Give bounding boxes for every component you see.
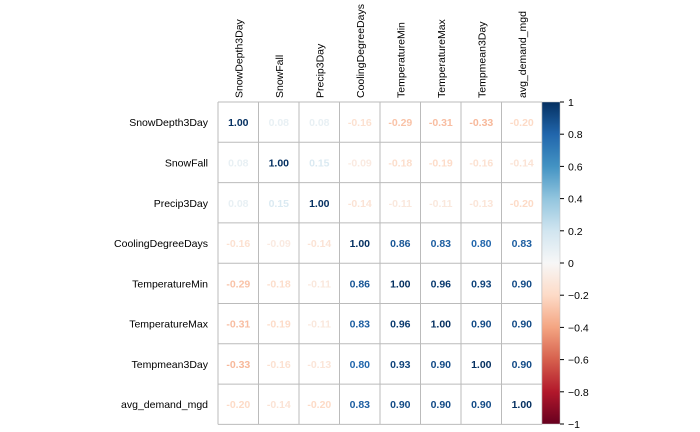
colorbar-tick-label: −0.6 [568, 355, 589, 367]
colorbar-gradient [541, 101, 561, 425]
cell-value-7-5: 0.90 [431, 399, 452, 411]
cell-value-6-1: -0.16 [267, 359, 291, 371]
colorbar-tick-label: 0.2 [568, 226, 583, 238]
column-label: TemperatureMin [395, 22, 407, 98]
cell-value-3-1: -0.09 [267, 238, 291, 250]
cell-value-2-0: 0.08 [228, 198, 249, 210]
cell-value-1-5: -0.19 [429, 158, 453, 170]
cell-value-3-6: 0.80 [471, 238, 492, 250]
cell-value-2-3: -0.14 [348, 198, 372, 210]
cell-value-1-1: 1.00 [269, 158, 290, 170]
colorbar-tick-label: −1 [568, 419, 580, 431]
cell-value-6-2: -0.13 [307, 359, 331, 371]
cell-value-0-4: -0.29 [388, 117, 412, 129]
cell-value-1-7: -0.14 [510, 158, 534, 170]
cell-value-7-6: 0.90 [471, 399, 492, 411]
column-label: Tempmean3Day [476, 21, 488, 98]
cell-value-2-2: 1.00 [309, 198, 330, 210]
colorbar-tick-label: 0.8 [568, 129, 583, 141]
colorbar-tick-label: −0.4 [568, 322, 589, 334]
cell-value-1-2: 0.15 [309, 158, 330, 170]
matrix-grid [217, 101, 543, 425]
colorbar-tick-label: −0.8 [568, 387, 589, 399]
row-label: CoolingDegreeDays [114, 238, 208, 250]
row-label: TemperatureMin [132, 278, 208, 290]
cell-value-4-7: 0.90 [512, 278, 533, 290]
cell-value-3-5: 0.83 [431, 238, 452, 250]
row-label: Tempmean3Day [132, 359, 209, 371]
cell-value-7-1: -0.14 [267, 399, 291, 411]
cell-value-5-3: 0.83 [350, 319, 371, 331]
row-labels: SnowDepth3Day SnowFall Precip3Day CoolingDe… [114, 117, 209, 411]
cell-value-2-7: -0.20 [510, 198, 534, 210]
cell-value-1-3: -0.09 [348, 158, 372, 170]
row-label: SnowFall [165, 158, 208, 170]
cell-value-7-0: -0.20 [226, 399, 250, 411]
cell-value-5-6: 0.90 [471, 319, 492, 331]
cell-value-0-3: -0.16 [348, 117, 372, 129]
cell-value-6-3: 0.80 [350, 359, 371, 371]
cell-value-5-5: 1.00 [431, 319, 452, 331]
cell-value-1-0: 0.08 [228, 158, 249, 170]
cell-value-5-4: 0.96 [390, 319, 411, 331]
cell-value-7-4: 0.90 [390, 399, 411, 411]
cell-value-6-6: 1.00 [471, 359, 492, 371]
cell-value-3-0: -0.16 [226, 238, 250, 250]
cell-value-4-2: -0.11 [308, 278, 332, 290]
cell-value-0-6: -0.33 [469, 117, 493, 129]
cell-value-0-0: 1.00 [228, 117, 249, 129]
cell-value-7-2: -0.20 [307, 399, 331, 411]
column-label: SnowDepth3Day [233, 18, 245, 98]
cell-value-0-2: 0.08 [309, 117, 330, 129]
cell-value-3-4: 0.86 [390, 238, 411, 250]
cell-value-6-0: -0.33 [226, 359, 250, 371]
row-label: Precip3Day [154, 198, 209, 210]
colorbar-tick-label: 0.4 [568, 194, 583, 206]
cell-value-6-4: 0.93 [390, 359, 411, 371]
colorbar-tick-label: 0.6 [568, 161, 583, 173]
cell-value-3-7: 0.83 [512, 238, 533, 250]
cell-value-2-4: -0.11 [389, 198, 413, 210]
cell-value-7-7: 1.00 [512, 399, 533, 411]
cell-value-2-5: -0.11 [429, 198, 453, 210]
cell-value-4-4: 1.00 [390, 278, 411, 290]
colorbar-tick-label: 0 [568, 258, 574, 270]
cell-value-0-7: -0.20 [510, 117, 534, 129]
column-label: SnowFall [274, 55, 286, 98]
column-label: TemperatureMax [436, 18, 448, 98]
colorbar-tick-label: −0.2 [568, 290, 589, 302]
cell-value-4-6: 0.93 [471, 278, 492, 290]
cell-value-5-7: 0.90 [512, 319, 533, 331]
cell-value-7-3: 0.83 [350, 399, 371, 411]
cell-value-6-7: 0.90 [512, 359, 533, 371]
column-label: avg_demand_mgd [517, 11, 529, 98]
matrix-cells: 1.00 0.08 0.08 -0.16 -0.29 -0.31 -0.33 -0.20 0.0… [226, 117, 534, 411]
colorbar: 1 0.8 0.6 0.4 0.2 0 −0.2 −0.4 −0.6 −0.8 −1 [541, 97, 589, 431]
cell-value-4-5: 0.96 [431, 278, 452, 290]
cell-value-1-6: -0.16 [469, 158, 493, 170]
column-labels: SnowDepth3Day SnowFall Precip3Day CoolingDe… [233, 4, 529, 98]
cell-value-4-0: -0.29 [226, 278, 250, 290]
cell-value-5-2: -0.11 [308, 319, 332, 331]
cell-value-0-5: -0.31 [429, 117, 453, 129]
cell-value-5-1: -0.19 [267, 319, 291, 331]
cell-value-3-2: -0.14 [307, 238, 331, 250]
row-label: SnowDepth3Day [129, 117, 209, 129]
cell-value-2-1: 0.15 [269, 198, 290, 210]
cell-value-3-3: 1.00 [350, 238, 371, 250]
cell-value-4-1: -0.18 [267, 278, 291, 290]
row-label: TemperatureMax [129, 319, 209, 331]
column-label: CoolingDegreeDays [355, 4, 367, 98]
cell-value-2-6: -0.13 [469, 198, 493, 210]
cell-value-6-5: 0.90 [431, 359, 452, 371]
colorbar-tick-label: 1 [568, 97, 574, 109]
cell-value-5-0: -0.31 [226, 319, 250, 331]
cell-value-0-1: 0.08 [269, 117, 290, 129]
column-label: Precip3Day [314, 43, 326, 98]
cell-value-4-3: 0.86 [350, 278, 371, 290]
cell-value-1-4: -0.18 [388, 158, 412, 170]
row-label: avg_demand_mgd [121, 399, 208, 411]
